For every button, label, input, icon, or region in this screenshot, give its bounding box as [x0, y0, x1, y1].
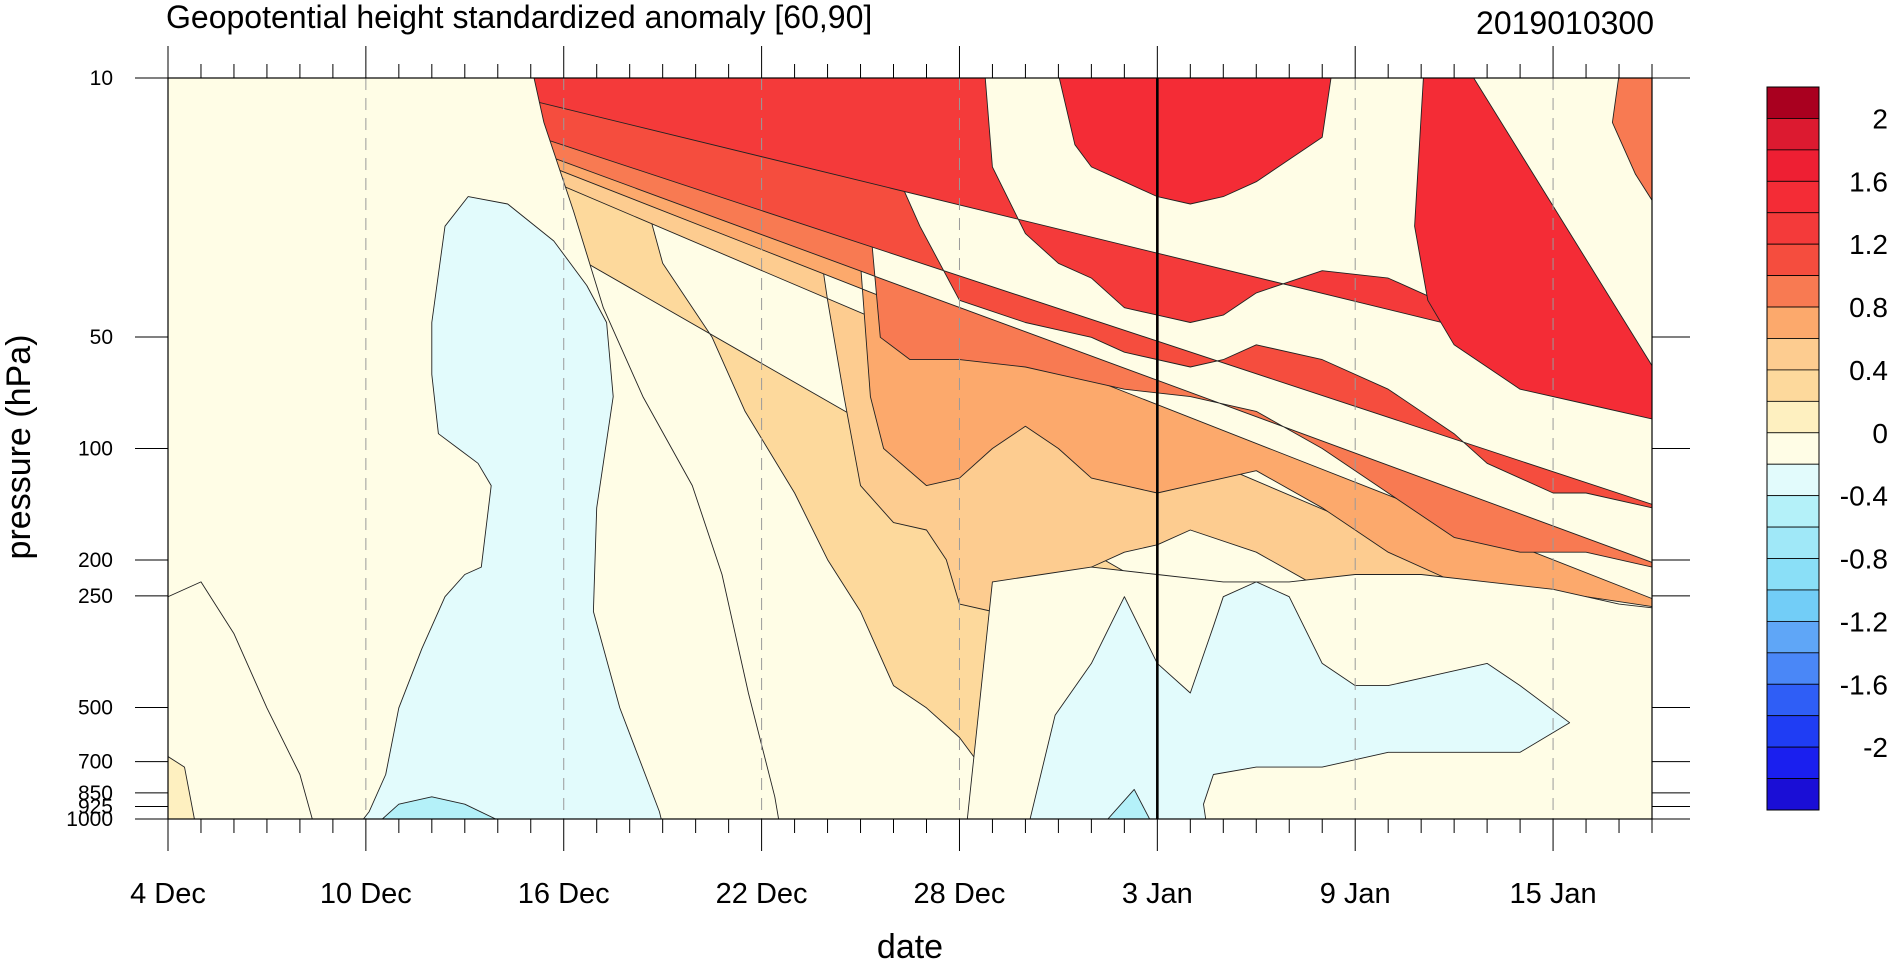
- colorbar-swatch-7: [1766, 306, 1820, 339]
- colorbar-swatch-20: [1766, 715, 1820, 748]
- colorbar-swatch-22: [1766, 778, 1820, 811]
- contour-region-6: [1058, 78, 1332, 205]
- contour-region-11: [168, 755, 195, 819]
- colorbar-swatch-5: [1766, 243, 1820, 277]
- colorbar-swatch-16: [1766, 589, 1820, 622]
- contour-region-10: [168, 581, 313, 819]
- x-tick-label-6: 9 Jan: [1320, 878, 1391, 910]
- colorbar-swatch-9: [1766, 369, 1820, 402]
- x-axis-label: date: [877, 928, 943, 963]
- colorbar-swatch-17: [1766, 620, 1820, 654]
- colorbar-swatch-8: [1766, 338, 1820, 371]
- x-tick-label-7: 15 Jan: [1510, 878, 1597, 910]
- colorbar-swatch-1: [1766, 118, 1820, 151]
- colorbar-label-5: 0: [1872, 418, 1888, 449]
- contour-region-18: [1107, 788, 1151, 819]
- colorbar-swatch-11: [1766, 432, 1820, 465]
- x-tick-label-4: 28 Dec: [914, 878, 1006, 910]
- y-tick-label-1: 50: [90, 326, 113, 349]
- colorbar-swatch-2: [1766, 149, 1820, 182]
- y-tick-label-7: 850: [78, 782, 113, 805]
- contour-region-16: [1029, 581, 1571, 819]
- x-tick-label-1: 10 Dec: [320, 878, 412, 910]
- colorbar-swatch-0: [1766, 86, 1820, 119]
- y-tick-label-0: 10: [90, 67, 113, 90]
- colorbar-swatch-3: [1766, 180, 1820, 214]
- chart-title: Geopotential height standardized anomaly…: [166, 0, 872, 35]
- y-tick-label-2: 100: [78, 438, 113, 461]
- colorbar-swatch-4: [1766, 212, 1820, 245]
- colorbar-label-6: -0.4: [1840, 481, 1888, 512]
- colorbar-swatch-10: [1766, 400, 1820, 434]
- colorbar-label-4: 0.4: [1849, 355, 1888, 386]
- colorbar-label-3: 0.8: [1849, 292, 1888, 323]
- contour-region-8: [1611, 78, 1652, 202]
- colorbar-label-2: 1.2: [1849, 229, 1888, 260]
- y-tick-label-3: 200: [78, 549, 113, 572]
- colorbar-label-9: -1.6: [1840, 669, 1888, 700]
- colorbar-swatch-21: [1766, 746, 1820, 779]
- x-tick-label-2: 16 Dec: [518, 878, 610, 910]
- chart-date-stamp: 2019010300: [1476, 5, 1654, 41]
- y-axis-label: pressure (hPa): [0, 335, 38, 560]
- contour-region-15: [362, 196, 662, 819]
- colorbar-swatch-6: [1766, 275, 1820, 308]
- contour-region-4: [358, 78, 1652, 509]
- colorbar-swatch-19: [1766, 683, 1820, 717]
- y-tick-label-9: 1000: [66, 808, 113, 831]
- contour-region-7: [1414, 78, 1652, 420]
- colorbar-label-8: -1.2: [1840, 606, 1888, 637]
- colorbar-label-10: -2: [1863, 732, 1888, 763]
- colorbar-frame: [1766, 86, 1820, 811]
- y-tick-label-6: 700: [78, 751, 113, 774]
- y-tick-label-5: 500: [78, 696, 113, 719]
- colorbar-swatch-13: [1766, 495, 1820, 528]
- colorbar-swatch-15: [1766, 558, 1820, 591]
- x-tick-label-3: 22 Dec: [716, 878, 808, 910]
- colorbar-swatch-14: [1766, 526, 1820, 559]
- colorbar-label-7: -0.8: [1840, 544, 1888, 575]
- x-tick-label-5: 3 Jan: [1122, 878, 1193, 910]
- colorbar-label-0: 2: [1872, 103, 1888, 134]
- y-tick-label-8: 925: [78, 795, 113, 818]
- colorbar-swatch-18: [1766, 652, 1820, 685]
- colorbar-label-1: 1.6: [1849, 166, 1888, 197]
- x-tick-label-0: 4 Dec: [130, 878, 206, 910]
- y-tick-label-4: 250: [78, 585, 113, 608]
- colorbar-swatch-12: [1766, 463, 1820, 497]
- contour-region-13: [1388, 878, 1520, 893]
- contour-region-17: [381, 796, 497, 819]
